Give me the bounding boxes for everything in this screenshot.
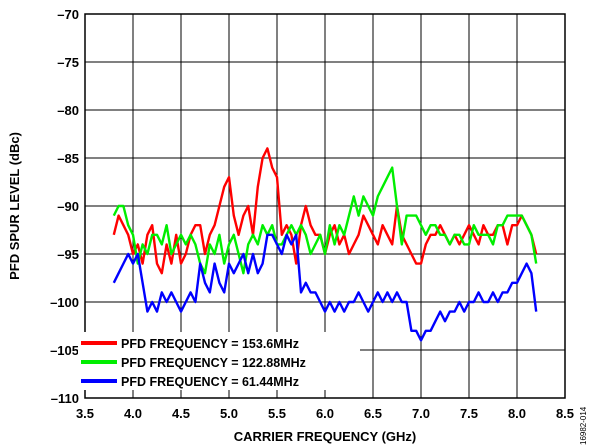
x-tick-label: 6.0 xyxy=(316,406,334,421)
legend-label-61-44mhz: PFD FREQUENCY = 61.44MHz xyxy=(121,375,299,389)
y-tick-label: –90 xyxy=(57,199,79,214)
y-tick-label: –95 xyxy=(57,247,79,262)
y-tick-labels: –70 –75 –80 –85 –90 –95 –100 –105 –110 xyxy=(50,7,79,406)
y-tick-label: –105 xyxy=(50,343,79,358)
x-tick-label: 4.0 xyxy=(124,406,142,421)
y-tick-label: –85 xyxy=(57,151,79,166)
series-layer xyxy=(112,147,538,342)
x-tick-label: 6.5 xyxy=(364,406,382,421)
plot-frame xyxy=(84,13,566,399)
x-tick-label: 3.5 xyxy=(76,406,94,421)
y-tick-label: –80 xyxy=(57,103,79,118)
x-tick-label: 5.5 xyxy=(268,406,286,421)
y-tick-label: –75 xyxy=(57,55,79,70)
legend-label-153-6mhz: PFD FREQUENCY = 153.6MHz xyxy=(121,337,299,351)
series-line-3 xyxy=(112,233,538,342)
y-tick-label: –110 xyxy=(51,391,79,406)
x-tick-labels: 3.5 4.0 4.5 5.0 5.5 6.0 6.5 7.0 7.5 8.0 8.5 xyxy=(76,406,574,421)
legend-label-122-88mhz: PFD FREQUENCY = 122.88MHz xyxy=(121,356,306,370)
figure-id: 16982-014 xyxy=(579,406,588,445)
y-tick-label: –70 xyxy=(57,7,79,22)
x-tick-label: 8.0 xyxy=(508,406,526,421)
x-axis-label: CARRIER FREQUENCY (GHz) xyxy=(234,429,417,444)
series-line-2 xyxy=(112,166,538,275)
legend-box xyxy=(78,332,360,390)
x-tick-label: 8.5 xyxy=(556,406,574,421)
y-tick-label: –100 xyxy=(50,295,79,310)
x-tick-label: 5.0 xyxy=(220,406,238,421)
x-tick-label: 4.5 xyxy=(172,406,190,421)
x-tick-label: 7.0 xyxy=(412,406,430,421)
legend: PFD FREQUENCY = 153.6MHz PFD FREQUENCY =… xyxy=(78,332,360,390)
x-tick-label: 7.5 xyxy=(460,406,478,421)
y-axis-label: PFD SPUR LEVEL (dBc) xyxy=(7,132,22,280)
